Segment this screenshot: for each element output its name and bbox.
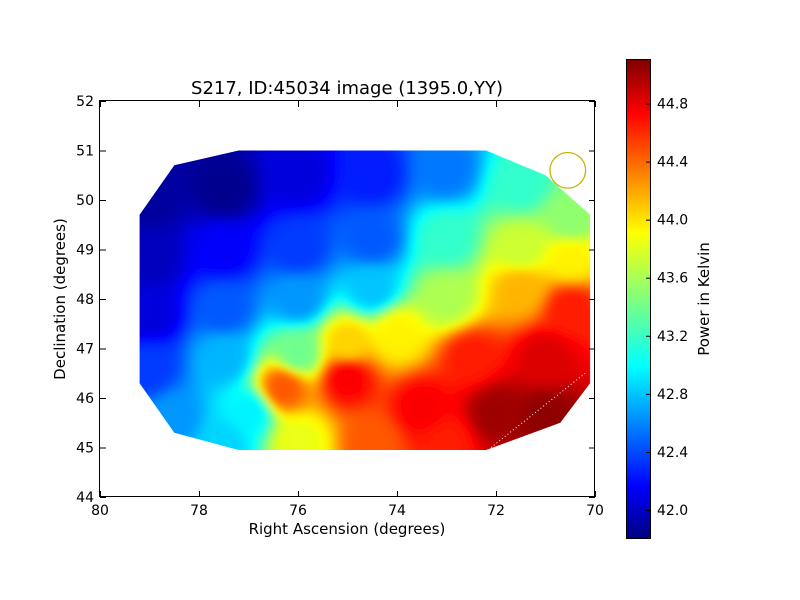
- y-tick-label: 47: [76, 342, 94, 358]
- y-tick-label: 50: [76, 193, 94, 209]
- annotation-layer: [490, 151, 587, 448]
- plot-frame: [99, 100, 595, 497]
- dotted-line-marker: [490, 372, 586, 448]
- heatmap-data-region: [139, 150, 591, 450]
- x-tick-label: 72: [487, 503, 505, 519]
- heatmap-image: [139, 150, 591, 450]
- x-tick-label: 70: [586, 503, 604, 519]
- chart-title: S217, ID:45034 image (1395.0,YY): [191, 78, 503, 99]
- y-axis: 44 45 46 47 48 49 50 51 52: [76, 94, 595, 506]
- x-tick-label: 80: [91, 503, 109, 519]
- y-tick-label: 48: [76, 292, 94, 308]
- colorbar-label: Power in Kelvin: [695, 242, 713, 356]
- colorbar-tick-label: 44.4: [657, 155, 688, 171]
- colorbar-tick-label: 44.8: [657, 97, 688, 113]
- colorbar-ticks: 42.0 42.4 42.8 43.2 43.6 44.0 44.4 44.8: [646, 97, 688, 519]
- beam-circle-marker: [549, 151, 587, 189]
- x-tick-label: 78: [190, 503, 208, 519]
- y-tick-label: 44: [76, 490, 94, 506]
- colorbar-frame: [626, 59, 651, 539]
- x-axis-title: Right Ascension (degrees): [249, 520, 446, 538]
- colorbar-tick-label: 43.6: [657, 271, 688, 287]
- colorbar-tick-label: 44.0: [657, 213, 688, 229]
- y-axis-title: Declination (degrees): [51, 218, 69, 380]
- x-tick-label: 76: [289, 503, 307, 519]
- colorbar: [627, 60, 651, 539]
- y-tick-label: 46: [76, 391, 94, 407]
- colorbar-tick-label: 42.0: [657, 503, 688, 519]
- y-tick-label: 49: [76, 243, 94, 259]
- y-tick-label: 52: [76, 94, 94, 110]
- y-tick-label: 45: [76, 441, 94, 457]
- x-tick-label: 74: [388, 503, 406, 519]
- y-tick-label: 51: [76, 144, 94, 160]
- colorbar-tick-label: 42.8: [657, 387, 688, 403]
- x-axis: 80 78 76 74 72 70: [91, 101, 604, 519]
- colorbar-tick-label: 43.2: [657, 329, 688, 345]
- colorbar-tick-label: 42.4: [657, 445, 688, 461]
